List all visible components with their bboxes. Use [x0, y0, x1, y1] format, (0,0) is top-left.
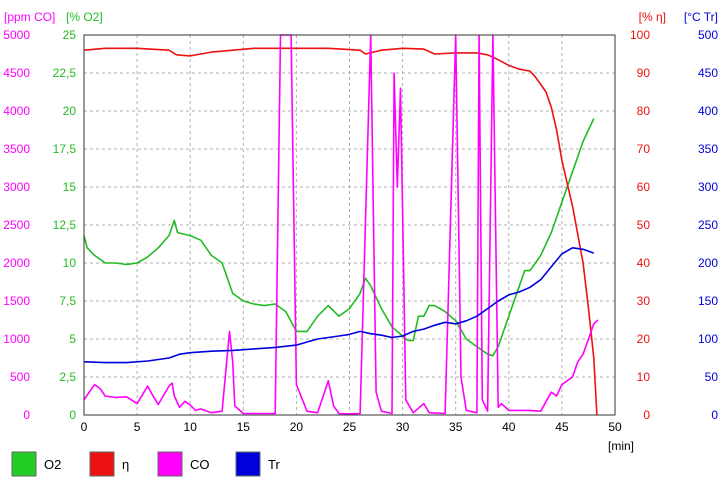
legend: O2 η CO Tr: [11, 451, 280, 477]
x-tick-label: 45: [555, 420, 569, 434]
y-tick-label-eta: 70: [637, 142, 651, 156]
y-tick-label-co: 1500: [3, 294, 30, 308]
x-tick-label: 35: [449, 420, 463, 434]
legend-swatch: [11, 451, 37, 477]
y-tick-label-o2: 22,5: [53, 66, 77, 80]
legend-label: CO: [190, 457, 210, 472]
x-tick-label: 50: [608, 420, 622, 434]
y-tick-label-o2: 0: [69, 408, 76, 422]
y-tick-label-tr: 400: [698, 104, 718, 118]
y-tick-label-eta: 50: [637, 218, 651, 232]
x-tick-label: 10: [184, 420, 198, 434]
y-tick-label-o2: 15: [63, 180, 77, 194]
y-tick-label-eta: 40: [637, 256, 651, 270]
x-tick-label: 40: [502, 420, 516, 434]
y-tick-label-o2: 2,5: [59, 370, 76, 384]
x-tick-label: 15: [237, 420, 251, 434]
y-tick-label-co: 2500: [3, 218, 30, 232]
legend-label: Tr: [268, 457, 280, 472]
y-tick-label-co: 3500: [3, 142, 30, 156]
axis-title-tr: [°C Tr]: [684, 10, 718, 24]
y-tick-label-co: 5000: [3, 28, 30, 42]
y-tick-label-co: 4500: [3, 66, 30, 80]
y-tick-label-eta: 90: [637, 66, 651, 80]
axis-title-eta: [% η]: [639, 10, 666, 24]
y-tick-label-tr: 450: [698, 66, 718, 80]
y-tick-label-tr: 100: [698, 332, 718, 346]
y-tick-label-o2: 12,5: [53, 218, 77, 232]
y-tick-label-tr: 500: [698, 28, 718, 42]
y-tick-label-o2: 20: [63, 104, 77, 118]
y-tick-label-eta: 0: [643, 408, 650, 422]
x-tick-label: 0: [81, 420, 88, 434]
y-tick-label-o2: 25: [63, 28, 77, 42]
y-tick-label-co: 4000: [3, 104, 30, 118]
y-tick-label-eta: 100: [630, 28, 650, 42]
x-tick-label: 5: [134, 420, 141, 434]
legend-swatch: [235, 451, 261, 477]
y-tick-label-tr: 350: [698, 142, 718, 156]
y-tick-label-tr: 0: [711, 408, 718, 422]
x-tick-label: 20: [290, 420, 304, 434]
y-tick-label-eta: 20: [637, 332, 651, 346]
tick-labels: 0 5 10 15 20 25 30 35 40 45 50[min]050010001500200…: [3, 28, 718, 453]
plot-frame: [83, 34, 616, 416]
axis-title-o2: [% O2]: [66, 10, 103, 24]
legend-swatch: [89, 451, 115, 477]
y-tick-label-o2: 10: [63, 256, 77, 270]
x-axis-label: [min]: [608, 439, 634, 453]
y-tick-label-eta: 80: [637, 104, 651, 118]
y-tick-label-co: 500: [10, 370, 30, 384]
axis-title-co: [ppm CO]: [4, 10, 55, 24]
y-tick-label-eta: 30: [637, 294, 651, 308]
series-line-tr: [83, 247, 595, 364]
x-tick-label: 30: [396, 420, 410, 434]
series-lines: [83, 34, 599, 416]
y-tick-label-tr: 250: [698, 218, 718, 232]
y-tick-label-tr: 50: [705, 370, 719, 384]
series-line-eta: [83, 47, 598, 416]
y-tick-label-co: 0: [23, 408, 30, 422]
legend-label: O2: [44, 457, 61, 472]
legend-swatch: [157, 451, 183, 477]
y-tick-label-o2: 17,5: [53, 142, 77, 156]
series-line-co: [83, 34, 599, 415]
y-tick-label-co: 2000: [3, 256, 30, 270]
y-tick-label-eta: 60: [637, 180, 651, 194]
y-tick-label-co: 3000: [3, 180, 30, 194]
y-tick-label-tr: 150: [698, 294, 718, 308]
y-tick-label-o2: 5: [69, 332, 76, 346]
legend-label: η: [122, 457, 129, 472]
y-tick-label-tr: 300: [698, 180, 718, 194]
y-tick-label-co: 1000: [3, 332, 30, 346]
y-tick-label-tr: 200: [698, 256, 718, 270]
x-tick-label: 25: [343, 420, 357, 434]
axis-titles: [ppm CO] [% O2] [% η] [°C Tr]: [4, 10, 718, 24]
y-tick-label-eta: 10: [637, 370, 651, 384]
series-line-o2: [83, 118, 595, 357]
y-tick-label-o2: 7,5: [59, 294, 76, 308]
